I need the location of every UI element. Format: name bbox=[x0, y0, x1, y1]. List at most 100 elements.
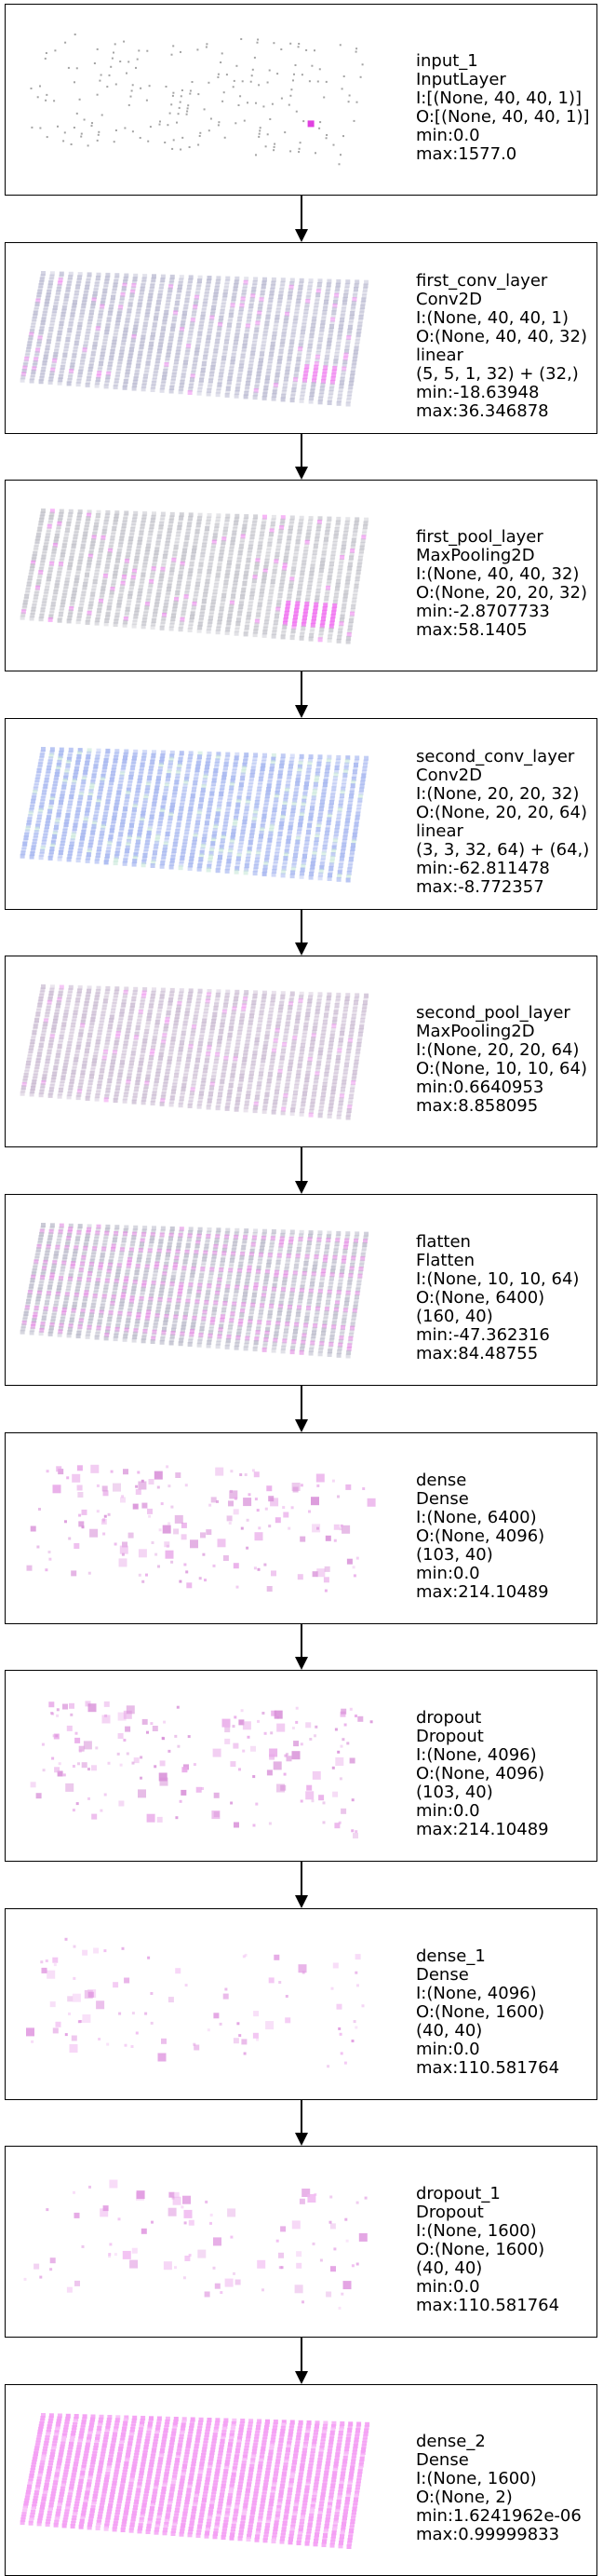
activation-cell bbox=[144, 553, 150, 558]
activation-cell bbox=[60, 365, 65, 370]
activation-cell bbox=[258, 837, 263, 843]
activation-cell bbox=[221, 596, 226, 602]
activation-cell bbox=[227, 852, 233, 858]
activation-cell bbox=[167, 1004, 172, 1010]
activation-cell bbox=[146, 49, 149, 52]
activation-cell bbox=[200, 311, 206, 317]
activation-cell bbox=[222, 825, 228, 830]
activation-cell bbox=[93, 1001, 99, 1007]
activation-cell bbox=[296, 774, 302, 780]
activation-cell bbox=[147, 299, 153, 305]
activation-cell bbox=[47, 808, 53, 814]
activation-cell bbox=[135, 1080, 141, 1085]
activation-cell bbox=[284, 852, 288, 858]
activation-cell bbox=[344, 821, 350, 827]
activation-cell bbox=[353, 290, 358, 295]
activation-cell bbox=[50, 1031, 56, 1037]
activation-cell bbox=[299, 278, 304, 283]
activation-cell bbox=[49, 750, 55, 755]
activation-cell bbox=[240, 1066, 246, 1072]
activation-cell bbox=[309, 392, 315, 398]
activation-cell bbox=[136, 1019, 141, 1024]
activation-cell bbox=[237, 607, 243, 613]
activation-cell bbox=[332, 300, 338, 305]
activation-cell bbox=[225, 389, 231, 395]
activation-cell bbox=[255, 102, 257, 104]
activation-cell bbox=[97, 133, 100, 136]
activation-cell bbox=[207, 752, 212, 756]
activation-cell bbox=[57, 518, 62, 523]
activation-cell bbox=[75, 760, 81, 766]
activation-cell bbox=[171, 317, 177, 322]
activation-cell bbox=[346, 573, 352, 577]
activation-cell bbox=[209, 791, 215, 796]
activation-cell bbox=[103, 1046, 109, 1051]
activation-cell bbox=[183, 780, 189, 785]
activation-cell bbox=[323, 599, 328, 604]
activation-cell bbox=[248, 782, 253, 788]
activation-cell bbox=[185, 532, 191, 537]
activation-cell bbox=[291, 801, 297, 807]
activation-cell bbox=[296, 295, 302, 300]
activation-cell bbox=[272, 393, 277, 398]
activation-cell bbox=[362, 527, 368, 533]
activation-cell bbox=[273, 324, 278, 330]
activation-cell bbox=[278, 824, 284, 830]
activation-cell bbox=[148, 1006, 154, 1011]
activation-cell bbox=[259, 591, 264, 597]
activation-cell bbox=[121, 340, 127, 346]
activation-cell bbox=[68, 747, 74, 752]
activation-cell bbox=[37, 811, 43, 817]
activation-cell bbox=[197, 754, 202, 760]
activation-cell bbox=[249, 594, 254, 600]
activation-cell bbox=[111, 291, 116, 297]
activation-cell bbox=[36, 1055, 42, 1060]
activation-cell bbox=[154, 837, 160, 843]
activation-cell bbox=[141, 279, 146, 285]
activation-cell bbox=[24, 356, 30, 361]
activation-cell bbox=[253, 571, 259, 576]
activation-cell bbox=[272, 865, 277, 871]
activation-cell bbox=[57, 125, 59, 128]
activation-cell bbox=[100, 355, 105, 360]
activation-cell bbox=[112, 339, 117, 345]
activation-cell bbox=[69, 603, 74, 608]
activation-cell bbox=[127, 1066, 133, 1072]
activation-cell bbox=[307, 346, 313, 352]
activation-cell bbox=[132, 855, 138, 861]
activation-cell bbox=[288, 353, 292, 358]
activation-cell bbox=[77, 748, 83, 753]
activation-cell bbox=[336, 579, 342, 584]
activation-cell bbox=[123, 276, 128, 281]
activation-cell bbox=[169, 623, 175, 628]
activation-cell bbox=[141, 1041, 147, 1047]
activation-cell bbox=[352, 531, 357, 536]
activation-cell bbox=[125, 1082, 130, 1088]
activation-cell bbox=[299, 874, 304, 879]
activation-cell bbox=[57, 521, 62, 526]
activation-cell bbox=[296, 594, 302, 600]
activation-cell bbox=[231, 829, 236, 834]
activation-cell bbox=[38, 997, 44, 1002]
activation-cell bbox=[98, 1024, 103, 1029]
activation-cell bbox=[144, 843, 150, 848]
activation-cell bbox=[329, 558, 335, 563]
activation-cell bbox=[86, 566, 91, 572]
activation-cell bbox=[252, 871, 258, 876]
activation-cell bbox=[114, 806, 119, 811]
activation-cell bbox=[155, 779, 161, 784]
activation-cell bbox=[180, 617, 185, 622]
activation-cell bbox=[75, 112, 78, 115]
activation-cell bbox=[48, 1040, 54, 1045]
activation-cell bbox=[134, 794, 140, 799]
activation-cell bbox=[299, 635, 304, 641]
activation-cell bbox=[189, 89, 192, 92]
activation-cell bbox=[223, 136, 226, 139]
activation-cell bbox=[194, 532, 199, 537]
activation-cell bbox=[203, 589, 208, 594]
activation-cell bbox=[21, 605, 27, 611]
activation-cell bbox=[68, 321, 74, 327]
activation-cell bbox=[98, 130, 100, 133]
activation-cell bbox=[142, 377, 148, 382]
activation-cell bbox=[38, 759, 44, 765]
